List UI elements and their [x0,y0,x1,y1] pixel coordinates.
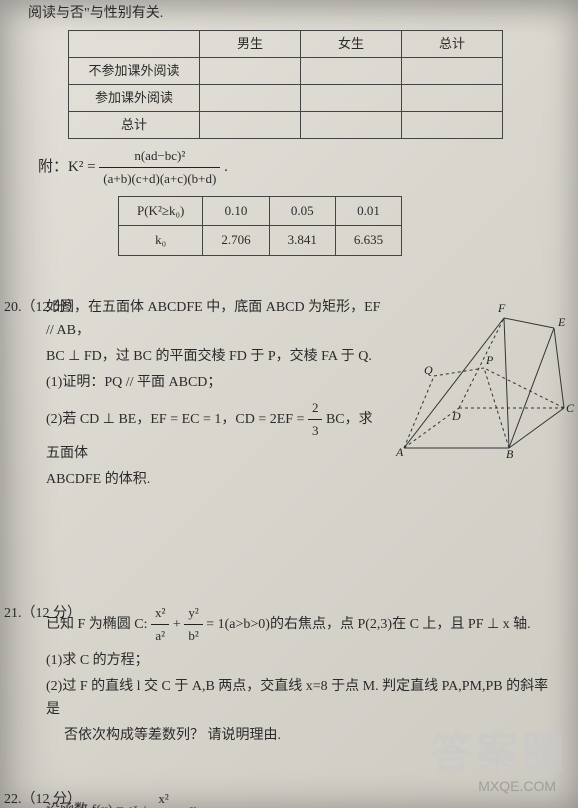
q21-l1: 已知 F 为椭圆 C: x²a² + y²b² = 1(a>b>0)的右焦点，点… [46,602,560,647]
watermark-text: 答案圈 [430,719,568,780]
frac-n: x² [153,788,175,808]
table-row: k₀ 2.706 3.841 6.635 [119,226,402,255]
cell: k₀ [119,226,203,255]
table-row: 男生 女生 总计 [69,30,503,57]
formula-numerator: n(ad−bc)² [99,145,220,168]
label-f: F [497,301,506,315]
q21-l2: (1)求 C 的方程； [46,649,560,673]
geometry-figure: A B C D E F P Q [394,298,574,458]
intro-line: 阅读与否"与性别有关. [28,2,560,26]
plus: + [173,616,184,631]
formula-fraction: n(ad−bc)² (a+b)(c+d)(a+c)(b+d) [99,145,220,190]
label-e: E [557,315,566,329]
frac-d: b² [184,625,202,647]
cell [200,112,301,139]
q21-l1b: = 1(a>b>0)的右焦点，点 P(2,3)在 C 上，且 PF ⊥ x 轴. [206,616,530,631]
table-row: 总计 [69,112,503,139]
cell: 3.841 [269,226,335,255]
table-row: 参加课外阅读 [69,84,503,111]
frac-n: y² [184,602,202,625]
q20-l1: 如图，在五面体 ABCDFE 中，底面 ABCD 为矩形，EF // AB， [46,296,386,344]
q20-frac: 2 3 [308,397,323,442]
col-blank [69,30,200,57]
label-q: Q [424,363,433,377]
label-b: B [506,447,514,458]
cell [301,57,402,84]
cell [200,57,301,84]
q20-l5: ABCDFE 的体积. [46,468,386,492]
q20-l3: (1)证明：PQ // 平面 ABCD； [46,371,386,395]
q21-number: 21.（12 分） [4,602,81,626]
cell: 0.01 [335,197,401,226]
q20-number: 20.（12 分） [4,296,81,320]
cell: 6.635 [335,226,401,255]
label-d: D [451,409,461,423]
q20-l4: (2)若 CD ⊥ BE，EF = EC = 1，CD = 2EF = 2 3 … [46,397,386,466]
formula-label: 附：K² = [38,159,96,175]
frac-d: a² [151,625,169,647]
frac-n: 2 [308,397,323,420]
frac-n: x² [151,602,169,625]
cell [402,57,503,84]
table-row: P(K²≥k₀) 0.10 0.05 0.01 [119,197,402,226]
cell: 不参加课外阅读 [69,57,200,84]
cell: 0.05 [269,197,335,226]
q21-frac-x: x²a² [151,602,169,647]
cell: 2.706 [203,226,269,255]
cell [301,84,402,111]
q21-l3: (2)过 F 的直线 l 交 C 于 A,B 两点，交直线 x=8 于点 M. … [46,675,560,723]
cell [402,84,503,111]
label-c: C [566,401,574,415]
cell: 0.10 [203,197,269,226]
q21-frac-y: y²b² [184,602,202,647]
cell [301,112,402,139]
table-row: 不参加课外阅读 [69,57,503,84]
cell: P(K²≥k₀) [119,197,203,226]
col-female: 女生 [301,30,402,57]
cell: 总计 [69,112,200,139]
critical-values-table: P(K²≥k₀) 0.10 0.05 0.01 k₀ 2.706 3.841 6… [118,196,402,255]
q22-frac: x²m² [153,788,175,808]
cell [200,84,301,111]
col-total: 总计 [402,30,503,57]
q22-l1b: − x. [178,803,200,808]
q20-l2: BC ⊥ FD，过 BC 的平面交棱 FD 于 P，交棱 FA 于 Q. [46,345,386,369]
q22-number: 22.（12 分） [4,788,81,808]
q20-body: 如图，在五面体 ABCDFE 中，底面 ABCD 为矩形，EF // AB， B… [28,296,386,492]
contingency-table: 男生 女生 总计 不参加课外阅读 参加课外阅读 总计 [68,30,503,139]
formula-denominator: (a+b)(c+d)(a+c)(b+d) [99,168,220,190]
cell [402,112,503,139]
label-a: A [395,445,404,458]
exam-page: 阅读与否"与性别有关. 男生 女生 总计 不参加课外阅读 参加课外阅读 总计 附… [0,0,578,808]
watermark-url: MXQE.COM [478,778,556,794]
frac-d: 3 [308,420,323,442]
col-male: 男生 [200,30,301,57]
k2-formula: 附：K² = n(ad−bc)² (a+b)(c+d)(a+c)(b+d) . [38,145,560,190]
q20-l4a: (2)若 CD ⊥ BE，EF = EC = 1，CD = 2EF = [46,412,304,427]
label-p: P [485,353,494,367]
cell: 参加课外阅读 [69,84,200,111]
